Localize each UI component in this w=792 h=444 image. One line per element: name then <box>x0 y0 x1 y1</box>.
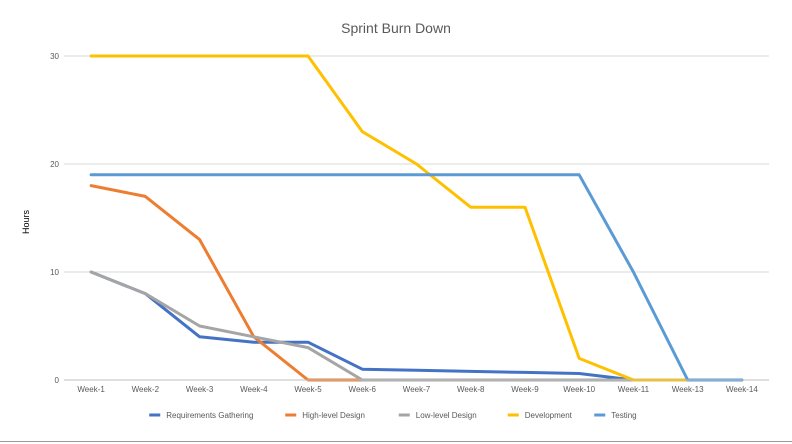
x-tick-label: Week-2 <box>132 385 160 394</box>
series-lines <box>89 54 744 382</box>
legend-label: Requirements Gathering <box>166 411 253 420</box>
y-tick-label: 30 <box>50 52 59 61</box>
x-tick-label: Week-6 <box>349 385 377 394</box>
y-tick-label: 0 <box>55 376 60 385</box>
x-tick-label: Week-11 <box>618 385 650 394</box>
x-tick-label: Week-10 <box>563 385 595 394</box>
x-tick-label: Week-13 <box>672 385 704 394</box>
x-tick-label: Week-8 <box>457 385 485 394</box>
x-tick-label: Week-3 <box>186 385 214 394</box>
x-axis-ticks: Week-1 Week-2 Week-3 Week-4 Week-5 Week-6 Week… <box>77 385 758 394</box>
series-line-testing <box>89 173 744 382</box>
y-tick-label: 20 <box>50 160 59 169</box>
series-line-high-level-design <box>89 184 744 382</box>
legend-label: Testing <box>611 411 636 420</box>
x-tick-label: Week-4 <box>240 385 268 394</box>
series-line-requirements-gathering <box>89 270 744 382</box>
legend: Requirements Gathering High-level Design L… <box>149 411 637 420</box>
y-axis-ticks: 0 10 20 30 <box>50 52 59 385</box>
series-line-low-level-design <box>89 270 744 382</box>
bottom-divider <box>0 441 792 442</box>
series-line-development <box>89 54 744 382</box>
legend-label: Low-level Design <box>416 411 477 420</box>
x-tick-label: Week-1 <box>77 385 105 394</box>
y-tick-label: 10 <box>50 268 59 277</box>
chart-title: Sprint Burn Down <box>341 20 451 36</box>
x-tick-label: Week-9 <box>511 385 539 394</box>
x-tick-label: Week-7 <box>403 385 431 394</box>
y-axis-title: Hours <box>21 210 31 235</box>
x-tick-label: Week-14 <box>726 385 758 394</box>
legend-label: Development <box>525 411 573 420</box>
legend-label: High-level Design <box>302 411 365 420</box>
x-tick-label: Week-5 <box>294 385 322 394</box>
